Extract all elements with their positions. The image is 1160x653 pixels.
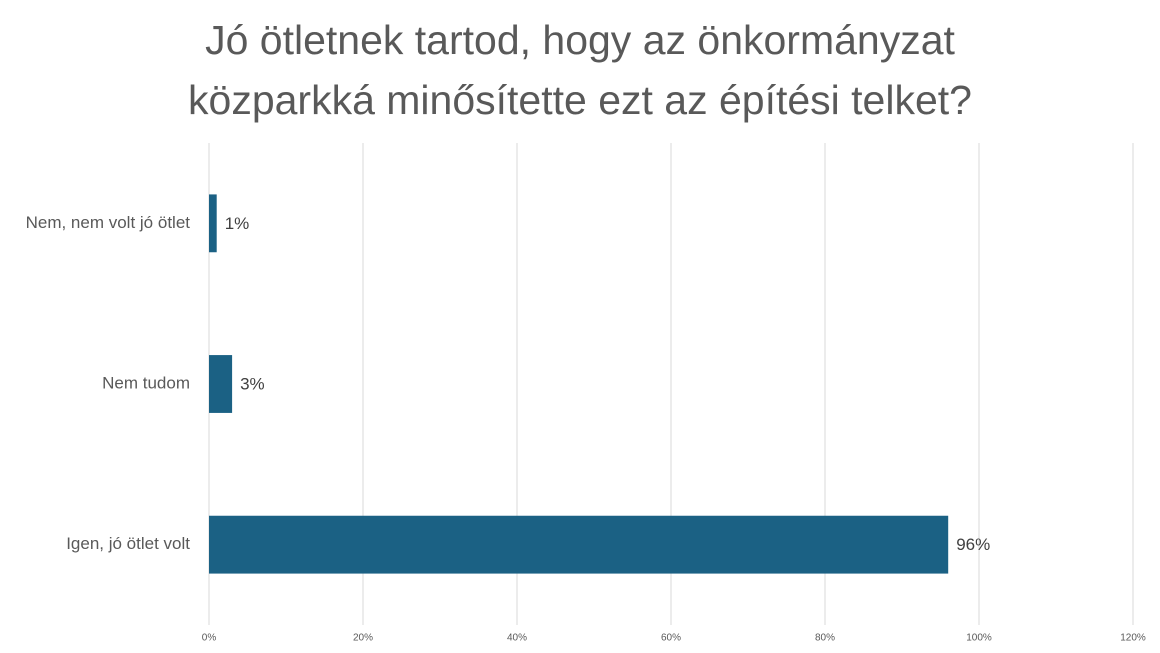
bar (209, 194, 217, 253)
value-label: 3% (240, 374, 265, 393)
x-tick-label: 20% (353, 633, 373, 644)
x-tick-label: 100% (966, 633, 992, 644)
y-tick-label: Igen, jó ötlet volt (66, 534, 190, 553)
bar (209, 515, 949, 574)
value-label: 96% (956, 535, 990, 554)
x-tick-label: 120% (1120, 633, 1146, 644)
chart-title: Jó ötletnek tartod, hogy az önkormányzat… (188, 17, 972, 123)
x-tick-label: 0% (202, 633, 217, 644)
bar (209, 355, 233, 413)
y-tick-label: Nem, nem volt jó ötlet (26, 213, 191, 232)
x-tick-label: 80% (815, 633, 835, 644)
y-tick-label: Nem tudom (102, 373, 190, 392)
x-tick-label: 40% (507, 633, 527, 644)
value-label: 1% (225, 214, 250, 233)
x-tick-label: 60% (661, 633, 681, 644)
